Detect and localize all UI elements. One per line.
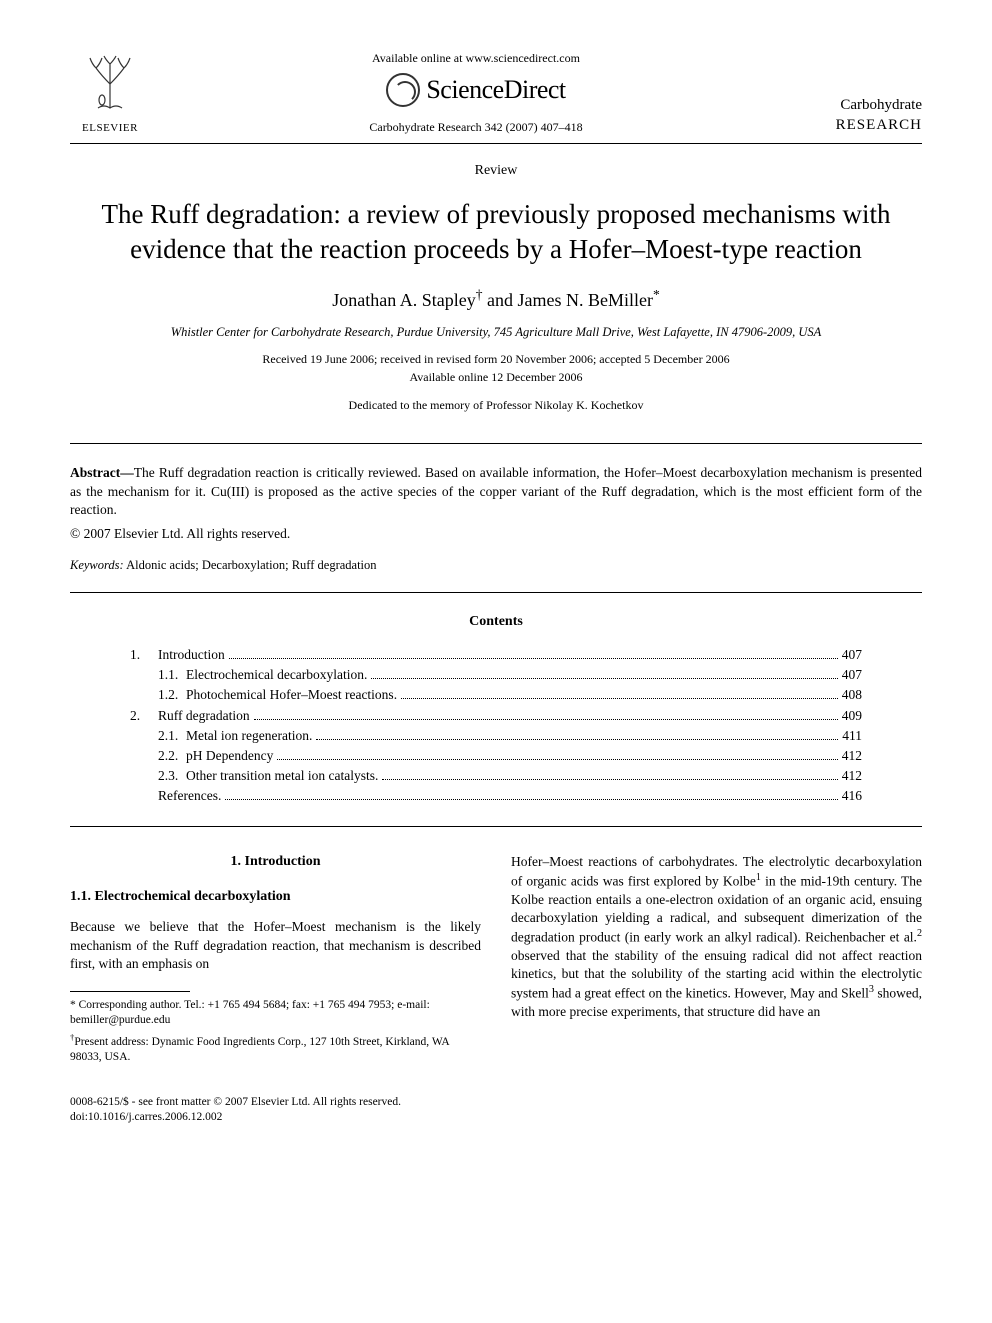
affiliation: Whistler Center for Carbohydrate Researc… bbox=[70, 324, 922, 341]
abstract-text: The Ruff degradation reaction is critica… bbox=[70, 465, 922, 516]
toc-dots bbox=[382, 779, 837, 780]
author-2: James N. BeMiller bbox=[518, 290, 653, 310]
body-columns: 1. Introduction 1.1. Electrochemical dec… bbox=[70, 853, 922, 1069]
journal-name-line1: Carbohydrate bbox=[802, 95, 922, 115]
subsection-1-1-heading: 1.1. Electrochemical decarboxylation bbox=[70, 888, 481, 907]
toc-num: 2.2. bbox=[130, 747, 186, 765]
toc-dots bbox=[401, 698, 838, 699]
toc-label: Other transition metal ion catalysts. bbox=[186, 767, 378, 785]
sciencedirect-text: ScienceDirect bbox=[426, 72, 565, 107]
toc-page: 409 bbox=[842, 707, 862, 725]
rule-below-contents bbox=[70, 826, 922, 827]
toc-label: Photochemical Hofer–Moest reactions. bbox=[186, 686, 397, 704]
toc-page: 408 bbox=[842, 686, 862, 704]
present-address-footnote: †Present address: Dynamic Food Ingredien… bbox=[70, 1032, 481, 1065]
toc-dots bbox=[225, 799, 837, 800]
toc-num: 1.1. bbox=[130, 666, 186, 684]
abstract: Abstract—The Ruff degradation reaction i… bbox=[70, 464, 922, 519]
corresponding-author-footnote: * Corresponding author. Tel.: +1 765 494… bbox=[70, 998, 481, 1028]
toc-dots bbox=[229, 658, 838, 659]
toc-row: 1.1. Electrochemical decarboxylation. 40… bbox=[130, 666, 862, 684]
keywords-text: Aldonic acids; Decarboxylation; Ruff deg… bbox=[124, 558, 377, 572]
corr-email-link[interactable]: bemiller@purdue.edu bbox=[70, 1014, 170, 1026]
present-text: Present address: Dynamic Food Ingredient… bbox=[70, 1036, 449, 1063]
footer-line-2: doi:10.1016/j.carres.2006.12.002 bbox=[70, 1110, 922, 1125]
ref-2: 2 bbox=[917, 928, 922, 939]
col1-paragraph-1: Because we believe that the Hofer–Moest … bbox=[70, 918, 481, 973]
toc-num: 2.3. bbox=[130, 767, 186, 785]
rule-above-abstract bbox=[70, 443, 922, 444]
publisher-name: ELSEVIER bbox=[70, 121, 150, 136]
page-footer: 0008-6215/$ - see front matter © 2007 El… bbox=[70, 1095, 922, 1125]
elsevier-logo: ELSEVIER bbox=[70, 54, 150, 136]
journal-logo: Carbohydrate RESEARCH bbox=[802, 95, 922, 136]
article-title: The Ruff degradation: a review of previo… bbox=[90, 197, 902, 267]
toc-row: 1. Introduction 407 bbox=[130, 646, 862, 664]
author-1-mark: † bbox=[476, 287, 483, 302]
toc-num: 2. bbox=[130, 707, 158, 725]
toc-label: References. bbox=[158, 787, 221, 805]
rule-below-keywords bbox=[70, 592, 922, 593]
footer-line-1: 0008-6215/$ - see front matter © 2007 El… bbox=[70, 1095, 922, 1110]
toc-dots bbox=[254, 719, 838, 720]
header-center: Available online at www.sciencedirect.co… bbox=[150, 50, 802, 135]
abstract-copyright: © 2007 Elsevier Ltd. All rights reserved… bbox=[70, 525, 922, 543]
keywords: Keywords: Aldonic acids; Decarboxylation… bbox=[70, 557, 922, 574]
available-online-text: Available online at www.sciencedirect.co… bbox=[150, 50, 802, 66]
toc-row: 2.2. pH Dependency 412 bbox=[130, 747, 862, 765]
journal-name-line2: RESEARCH bbox=[802, 115, 922, 135]
toc-page: 412 bbox=[842, 747, 862, 765]
footnote-rule bbox=[70, 991, 190, 992]
toc-label: Ruff degradation bbox=[158, 707, 250, 725]
toc-num: 1.2. bbox=[130, 686, 186, 704]
journal-header: ELSEVIER Available online at www.science… bbox=[70, 50, 922, 144]
toc-page: 411 bbox=[842, 727, 862, 745]
toc-label: pH Dependency bbox=[186, 747, 273, 765]
toc-page: 416 bbox=[842, 787, 862, 805]
authors-and: and bbox=[483, 290, 518, 310]
toc-page: 407 bbox=[842, 666, 862, 684]
toc-dots bbox=[277, 759, 837, 760]
authors: Jonathan A. Stapley† and James N. BeMill… bbox=[70, 286, 922, 312]
toc-label: Electrochemical decarboxylation. bbox=[186, 666, 367, 684]
keywords-label: Keywords: bbox=[70, 558, 124, 572]
table-of-contents: 1. Introduction 407 1.1. Electrochemical… bbox=[130, 646, 862, 806]
dates-line-2: Available online 12 December 2006 bbox=[70, 369, 922, 385]
contents-block: Contents 1. Introduction 407 1.1. Electr… bbox=[70, 613, 922, 806]
column-right: Hofer–Moest reactions of carbohydrates. … bbox=[511, 853, 922, 1069]
dedication: Dedicated to the memory of Professor Nik… bbox=[70, 397, 922, 413]
section-1-heading: 1. Introduction bbox=[70, 853, 481, 872]
author-2-mark: * bbox=[653, 287, 660, 302]
header-row: ELSEVIER Available online at www.science… bbox=[70, 50, 922, 135]
toc-dots bbox=[371, 678, 837, 679]
column-left: 1. Introduction 1.1. Electrochemical dec… bbox=[70, 853, 481, 1069]
sciencedirect-logo: ScienceDirect bbox=[150, 72, 802, 107]
journal-reference: Carbohydrate Research 342 (2007) 407–418 bbox=[150, 119, 802, 135]
col2-text-c: observed that the stability of the ensui… bbox=[511, 948, 922, 1001]
toc-row: 2. Ruff degradation 409 bbox=[130, 707, 862, 725]
elsevier-tree-icon bbox=[70, 54, 150, 119]
toc-row: 1.2. Photochemical Hofer–Moest reactions… bbox=[130, 686, 862, 704]
sciencedirect-swirl-icon bbox=[386, 73, 420, 107]
dates-line-1: Received 19 June 2006; received in revis… bbox=[70, 351, 922, 367]
toc-page: 412 bbox=[842, 767, 862, 785]
author-1: Jonathan A. Stapley bbox=[332, 290, 475, 310]
corr-text: Tel.: +1 765 494 5684; fax: +1 765 494 7… bbox=[184, 999, 430, 1011]
toc-num: 1. bbox=[130, 646, 158, 664]
col2-paragraph-1: Hofer–Moest reactions of carbohydrates. … bbox=[511, 853, 922, 1021]
abstract-label: Abstract— bbox=[70, 465, 134, 480]
toc-label: Metal ion regeneration. bbox=[186, 727, 312, 745]
contents-title: Contents bbox=[70, 613, 922, 632]
toc-row: References. 416 bbox=[130, 787, 862, 805]
article-type: Review bbox=[70, 162, 922, 181]
toc-row: 2.3. Other transition metal ion catalyst… bbox=[130, 767, 862, 785]
toc-label: Introduction bbox=[158, 646, 225, 664]
corr-label: * Corresponding author. bbox=[70, 999, 184, 1011]
toc-page: 407 bbox=[842, 646, 862, 664]
toc-row: 2.1. Metal ion regeneration. 411 bbox=[130, 727, 862, 745]
toc-dots bbox=[316, 739, 838, 740]
toc-num: 2.1. bbox=[130, 727, 186, 745]
